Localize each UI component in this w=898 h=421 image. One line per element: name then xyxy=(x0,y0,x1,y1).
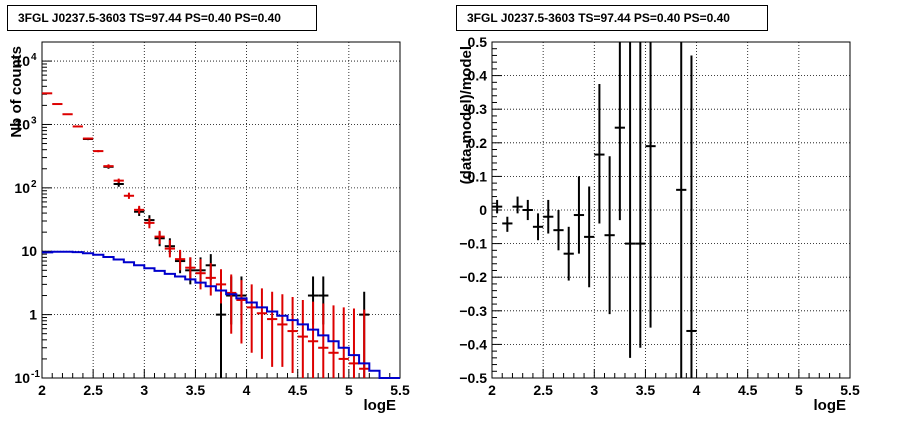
x-tick-label: 5.5 xyxy=(390,382,410,398)
y-tick-exponent: 2 xyxy=(31,179,37,190)
y-axis-title: (data-model)/model xyxy=(458,46,475,184)
x-tick-label: 5 xyxy=(345,382,353,398)
x-tick-label: 2.5 xyxy=(533,382,553,398)
model-point xyxy=(348,308,360,378)
y-tick-exponent: -1 xyxy=(31,369,40,380)
y-tick-label: 10 xyxy=(14,116,30,132)
y-tick-label: −0.1 xyxy=(459,236,487,252)
x-tick-label: 4.5 xyxy=(288,382,308,398)
data-point xyxy=(614,42,625,221)
y-tick-label: 0.4 xyxy=(468,68,488,84)
model-step-line xyxy=(42,250,400,379)
chart-title: 3FGL J0237.5-3603 TS=97.44 PS=0.40 PS=0.… xyxy=(7,5,317,31)
x-tick-label: 2.5 xyxy=(83,382,103,398)
y-tick-label: −0.4 xyxy=(459,336,487,352)
model-point xyxy=(123,192,135,199)
data-point xyxy=(604,156,615,315)
data-point xyxy=(594,84,605,224)
data-point xyxy=(512,196,523,214)
plot-frame xyxy=(491,41,851,379)
y-tick-label: 0 xyxy=(479,202,487,218)
y-tick-label: 0.5 xyxy=(468,34,488,50)
x-tick-label: 5 xyxy=(795,382,803,398)
y-tick-label: −0.2 xyxy=(459,269,487,285)
x-axis-title: logE xyxy=(814,397,847,414)
x-tick-label: 5.5 xyxy=(840,382,860,398)
x-axis-title: logE xyxy=(364,397,397,414)
y-axis-title: Nb of counts xyxy=(8,46,25,138)
y-tick-exponent: 4 xyxy=(31,52,37,63)
model-point xyxy=(277,294,288,367)
y-tick-label: 0.2 xyxy=(468,135,488,151)
model-point xyxy=(236,280,247,344)
data-point xyxy=(522,199,533,221)
x-tick-label: 4.5 xyxy=(738,382,758,398)
model-point xyxy=(82,137,94,140)
data-point xyxy=(492,199,503,214)
y-tick-label: −0.3 xyxy=(459,303,487,319)
y-tick-label: 10 xyxy=(14,180,30,196)
x-tick-label: 2 xyxy=(38,382,46,398)
x-tick-label: 2 xyxy=(488,382,496,398)
model-point xyxy=(134,205,145,214)
x-tick-label: 3 xyxy=(590,382,598,398)
model-point xyxy=(185,257,196,281)
model-point xyxy=(113,178,124,183)
model-point xyxy=(103,164,114,169)
model-point xyxy=(246,284,257,353)
model-point xyxy=(93,150,104,153)
data-point xyxy=(624,42,636,358)
model-point xyxy=(226,274,237,334)
counts-panel: 3FGL J0237.5-3603 TS=97.44 PS=0.40 PS=0.… xyxy=(7,5,410,414)
data-point xyxy=(215,291,227,378)
x-tick-label: 3.5 xyxy=(186,382,206,398)
data-point xyxy=(635,42,646,348)
model-point xyxy=(174,249,186,271)
model-point xyxy=(318,303,329,378)
model-point xyxy=(359,309,370,378)
y-tick-label: −0.5 xyxy=(459,370,487,386)
residuals-chart: 2 2.5 3 3.5 4 4.5 5 5.5 −0.5 −0.4 −0.3 −0.2 −0.1 0 0.1… xyxy=(458,34,860,414)
data-point xyxy=(532,213,544,241)
data-point xyxy=(543,199,554,234)
y-tick-label: 10 xyxy=(14,370,30,386)
y-tick-exponent: 3 xyxy=(31,115,37,126)
model-point xyxy=(307,301,319,378)
model-point xyxy=(287,296,298,373)
x-tick-label: 3.5 xyxy=(636,382,656,398)
model-point xyxy=(338,307,349,378)
model-point xyxy=(215,269,227,304)
model-point xyxy=(164,240,175,258)
data-point xyxy=(686,55,697,378)
model-point xyxy=(256,288,268,359)
model-point xyxy=(267,291,278,367)
data-point xyxy=(573,176,585,254)
data-point xyxy=(502,216,513,232)
data-point xyxy=(553,210,564,251)
data-point xyxy=(676,42,687,378)
model-point xyxy=(205,263,216,296)
data-point xyxy=(563,226,574,281)
y-tick-label: 0.3 xyxy=(468,101,488,117)
model-point xyxy=(154,230,165,245)
model-point xyxy=(144,218,155,229)
y-tick-label: 10 xyxy=(21,243,37,259)
data-point xyxy=(645,42,656,328)
y-tick-label: 0.1 xyxy=(468,168,488,184)
x-tick-label: 3 xyxy=(140,382,148,398)
residuals-panel: 3FGL J0237.5-3603 TS=97.44 PS=0.40 PS=0.… xyxy=(449,0,898,421)
data-point xyxy=(584,186,595,288)
y-tick-label: 1 xyxy=(29,307,37,323)
x-tick-label: 4 xyxy=(243,382,251,398)
model-point xyxy=(297,300,308,378)
chart-title: 3FGL J0237.5-3603 TS=97.44 PS=0.40 PS=0.… xyxy=(456,5,768,31)
y-tick-label: 10 xyxy=(14,53,30,69)
x-tick-label: 4 xyxy=(693,382,701,398)
model-point xyxy=(195,259,206,290)
